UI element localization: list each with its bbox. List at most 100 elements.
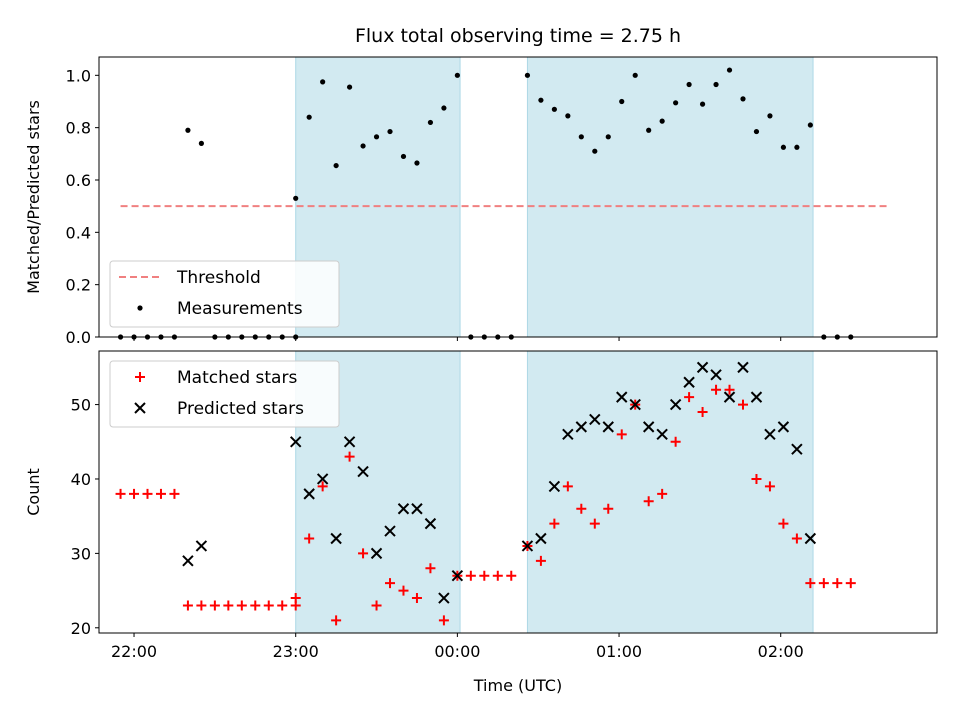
- bottom-point-x-10: [397, 503, 410, 515]
- top-legend: Threshold Measurements: [109, 260, 340, 328]
- bottom-series-x: [182, 361, 817, 604]
- bottom-point-x-22: [616, 391, 628, 403]
- bottom-point-plus-48: [751, 473, 762, 484]
- bottom-point-x-27: [683, 376, 695, 388]
- top-legend-label-0: Threshold: [176, 268, 261, 288]
- bottom-point-x-17: [548, 480, 561, 493]
- bottom-point-plus-2: [142, 488, 153, 499]
- bottom-point-plus-19: [358, 548, 369, 559]
- top-ytick-label-4: 0.8: [66, 119, 91, 138]
- top-point-dot-33: [551, 106, 557, 112]
- top-ytick-label-0: 0.0: [66, 328, 91, 347]
- top-point-dot-47: [740, 96, 746, 102]
- bottom-point-x-8: [370, 547, 383, 560]
- bottom-point-x-26: [669, 398, 682, 411]
- bottom-point-plus-7: [209, 600, 220, 611]
- top-point-dot-42: [673, 100, 679, 106]
- bottom-point-plus-23: [411, 593, 422, 604]
- bottom-point-plus-51: [791, 533, 802, 544]
- bottom-point-x-15: [521, 540, 534, 552]
- top-legend-swatch-1: [137, 305, 143, 311]
- top-point-dot-21: [387, 128, 393, 135]
- bottom-point-x-1: [195, 540, 208, 552]
- top-point-dot-38: [619, 98, 625, 105]
- top-point-dot-34: [565, 113, 571, 119]
- top-ytick-label-1: 0.2: [66, 276, 91, 295]
- bottom-point-plus-32: [535, 555, 546, 566]
- bottom-point-x-33: [764, 428, 776, 441]
- bottom-point-plus-9: [236, 600, 247, 611]
- bottom-point-x-32: [750, 391, 763, 403]
- bottom-point-plus-54: [832, 578, 843, 589]
- top-point-dot-52: [807, 122, 813, 128]
- top-shaded-region-1: [526, 56, 814, 338]
- bottom-point-x-28: [696, 361, 709, 374]
- bottom-point-x-20: [589, 413, 601, 426]
- xtick-label-0: 22:00: [111, 642, 157, 661]
- bottom-point-x-3: [303, 488, 315, 500]
- bottom-point-x-35: [791, 443, 803, 455]
- bottom-point-plus-3: [155, 488, 166, 499]
- bottom-point-x-30: [723, 391, 736, 403]
- bottom-point-x-34: [777, 421, 790, 433]
- xtick-label-4: 02:00: [758, 642, 804, 661]
- top-point-dot-5: [185, 127, 191, 133]
- bottom-point-x-36: [804, 532, 817, 545]
- bottom-point-plus-33: [549, 518, 560, 529]
- bottom-point-plus-47: [737, 399, 748, 410]
- top-point-dot-17: [333, 162, 339, 169]
- top-panel: 0.0 0.2 0.4 0.6 0.8 1.0 Matched/Predicted star…: [24, 25, 938, 347]
- xtick-label-2: 00:00: [434, 642, 480, 661]
- bottom-point-x-19: [575, 421, 588, 433]
- top-point-dot-22: [400, 153, 407, 160]
- bottom-point-plus-25: [438, 615, 449, 626]
- bottom-point-plus-15: [304, 533, 315, 544]
- top-point-dot-50: [780, 144, 787, 150]
- bottom-point-plus-29: [492, 570, 503, 581]
- top-point-dot-41: [659, 118, 665, 124]
- top-axes-frame: [98, 56, 938, 338]
- top-point-dot-24: [427, 119, 434, 126]
- bottom-point-plus-27: [465, 570, 476, 581]
- bottom-point-plus-21: [385, 578, 396, 589]
- bottom-point-plus-5: [182, 600, 193, 611]
- bottom-point-plus-1: [129, 488, 140, 499]
- chart-title: Flux total observing time = 2.75 h: [355, 25, 681, 47]
- bottom-point-plus-28: [479, 570, 490, 581]
- top-ylabel: Matched/Predicted stars: [24, 100, 43, 294]
- top-ytick-label-3: 0.6: [66, 171, 91, 190]
- top-point-dot-19: [360, 143, 366, 149]
- xtick-label-3: 01:00: [596, 642, 642, 661]
- bottom-point-plus-37: [603, 503, 614, 514]
- bottom-point-x-25: [656, 428, 668, 441]
- top-point-dot-32: [538, 97, 544, 103]
- xtick-label-1: 23:00: [273, 642, 319, 661]
- top-point-dot-23: [414, 160, 420, 166]
- bottom-point-plus-55: [845, 578, 856, 589]
- bottom-point-plus-36: [589, 518, 600, 529]
- bottom-point-x-23: [629, 398, 641, 411]
- bottom-point-x-31: [737, 361, 749, 374]
- bottom-panel: 20 30 40 50 22:00 23:00 00:00 01:00 02:00 Count Ti…: [24, 350, 938, 695]
- bottom-ytick-label-2: 40: [71, 470, 91, 489]
- top-point-dot-20: [373, 134, 380, 140]
- bottom-point-x-7: [357, 465, 369, 478]
- bottom-legend: Matched stars Predicted stars: [109, 360, 340, 428]
- bottom-shaded-region-1: [526, 350, 814, 634]
- bottom-ytick-label-0: 20: [71, 619, 91, 638]
- top-legend-box: [109, 260, 340, 328]
- bottom-point-plus-40: [643, 496, 654, 507]
- bottom-point-plus-11: [263, 600, 274, 611]
- bottom-point-x-18: [562, 428, 574, 441]
- bottom-point-plus-8: [223, 600, 234, 611]
- bottom-point-x-13: [438, 592, 450, 604]
- top-point-dot-37: [605, 134, 611, 140]
- top-legend-label-1: Measurements: [177, 299, 303, 319]
- top-point-dot-51: [794, 144, 800, 150]
- top-point-dot-18: [346, 84, 353, 90]
- bottom-point-x-16: [535, 532, 547, 545]
- bottom-point-plus-35: [576, 503, 587, 514]
- bottom-point-x-29: [710, 369, 722, 381]
- bottom-ylabel: Count: [24, 468, 43, 516]
